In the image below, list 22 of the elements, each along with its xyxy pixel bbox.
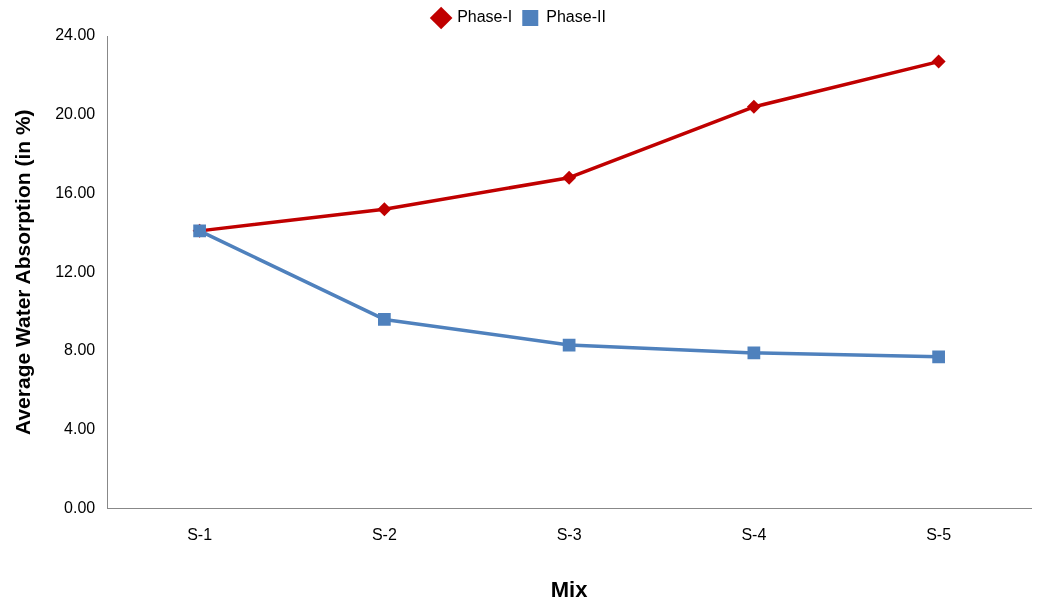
y-tick-label: 16.00 [55,183,96,201]
point [932,350,945,364]
legend-label: Phase-II [546,8,606,26]
y-tick-label: 4.00 [64,420,96,438]
point [378,313,391,326]
x-tick-label: S-4 [741,526,767,544]
x-tick-label: S-5 [926,526,952,544]
y-tick-label: 8.00 [64,341,96,359]
point [746,99,761,114]
point [562,170,577,185]
y-tick-label: 0.00 [64,498,96,516]
x-tick-label: S-1 [187,526,213,544]
x-tick-label: S-2 [371,526,397,544]
x-axis-title: Mix [550,576,589,602]
y-tick-label: 24.00 [55,26,96,44]
y-tick-label: 12.00 [55,262,96,280]
y-axis-title: Average Water Absorption (in %) [11,109,35,435]
point [931,54,946,69]
point [377,202,392,217]
y-tick-label: 20.00 [55,105,96,123]
legend-label: Phase-I [457,8,513,26]
x-tick-label: S-3 [556,526,582,544]
